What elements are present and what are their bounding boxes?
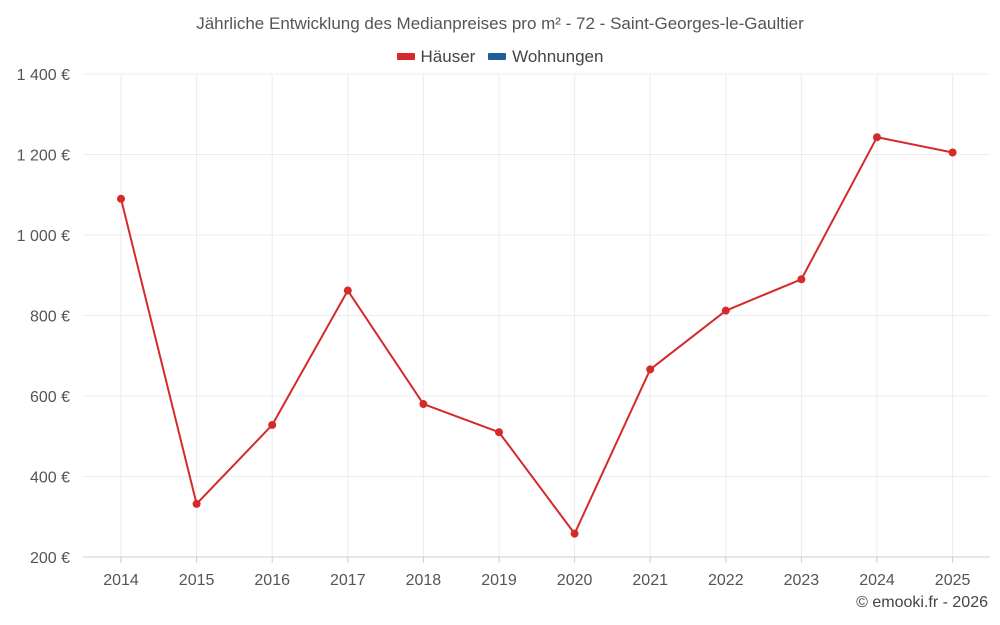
y-tick-label: 600 € xyxy=(30,389,70,406)
x-tick-label: 2021 xyxy=(632,572,668,589)
data-point[interactable] xyxy=(797,275,806,284)
legend: Häuser Wohnungen xyxy=(0,45,1000,67)
data-point[interactable] xyxy=(117,194,125,203)
chart-title: Jährliche Entwicklung des Medianpreises … xyxy=(196,14,804,33)
data-point[interactable] xyxy=(873,133,881,142)
data-point[interactable] xyxy=(570,529,579,538)
data-point[interactable] xyxy=(721,306,730,315)
x-tick-label: 2024 xyxy=(859,572,895,589)
data-point[interactable] xyxy=(646,365,655,374)
y-tick-label: 400 € xyxy=(30,470,70,487)
data-point[interactable] xyxy=(419,400,428,409)
legend-swatch-wohnungen xyxy=(488,53,507,60)
legend-item-wohnungen[interactable]: Wohnungen xyxy=(488,47,603,67)
data-point[interactable] xyxy=(948,148,957,157)
legend-item-haeuser[interactable]: Häuser xyxy=(396,46,476,67)
x-tick-label: 2020 xyxy=(557,572,593,589)
x-tick-label: 2025 xyxy=(935,572,971,589)
y-tick-label: 1 200 € xyxy=(17,148,70,165)
y-tick-label: 1 400 € xyxy=(17,67,70,84)
x-tick-label: 2014 xyxy=(103,572,139,589)
x-tick-label: 2015 xyxy=(179,572,215,589)
x-tick-label: 2016 xyxy=(254,572,290,589)
credit-text: © emooki.fr - 2026 xyxy=(856,594,988,611)
data-point[interactable] xyxy=(192,499,201,508)
legend-label-wohnungen: Wohnungen xyxy=(512,46,604,66)
x-tick-label: 2022 xyxy=(708,572,744,589)
legend-label-haeuser: Häuser xyxy=(420,46,476,66)
series-line-0 xyxy=(120,136,953,535)
grid xyxy=(83,73,990,558)
data-point[interactable] xyxy=(268,420,277,429)
x-tick-label: 2023 xyxy=(784,572,820,589)
axes: 200 € 400 € 600 € 800 € 1 000 € 1 200 € 1 400 … xyxy=(17,67,971,589)
x-tick-label: 2017 xyxy=(330,572,366,589)
y-tick-label: 1 000 € xyxy=(17,228,70,245)
data-point[interactable] xyxy=(343,286,352,295)
data-point[interactable] xyxy=(495,428,503,437)
legend-swatch-haeuser xyxy=(396,53,415,60)
y-tick-label: 200 € xyxy=(30,550,70,567)
x-tick-label: 2019 xyxy=(481,572,517,589)
y-tick-label: 800 € xyxy=(30,309,70,326)
series xyxy=(117,133,957,538)
x-tick-label: 2018 xyxy=(406,572,442,589)
